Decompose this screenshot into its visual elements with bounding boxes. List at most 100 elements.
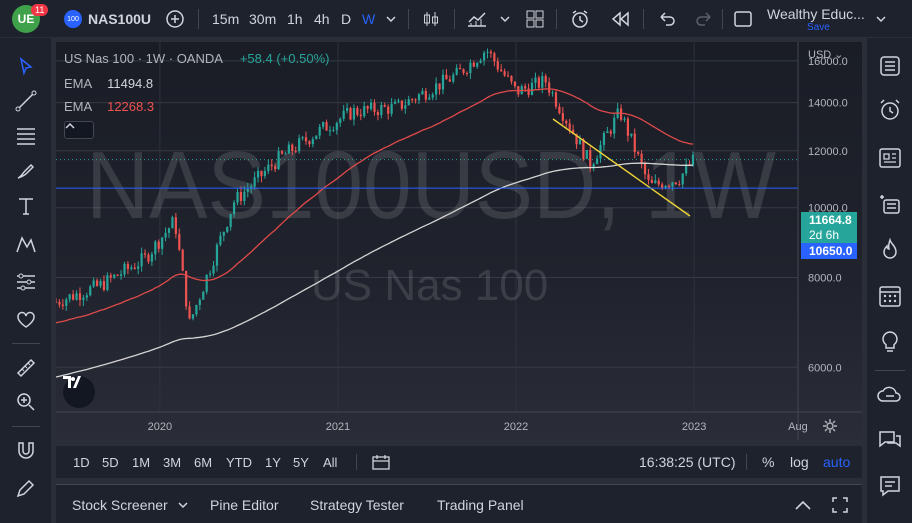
replay-button[interactable] [610,0,630,38]
calendar-button[interactable] [874,280,906,312]
zoom-in-icon [17,393,35,411]
measure-tool[interactable] [10,352,42,384]
undo-button[interactable] [657,0,677,38]
trendline-tool[interactable] [10,85,42,117]
news-button[interactable] [874,142,906,174]
notification-badge: 11 [31,4,49,16]
layout-dropdown[interactable] [876,0,886,38]
interval-dropdown[interactable] [386,0,396,38]
tab-stock-screener[interactable]: Stock Screener [72,485,188,523]
indicators-dropdown[interactable] [500,0,510,38]
text-tool[interactable] [10,190,42,222]
ema-slow-legend[interactable]: EMA 12268.3 [64,99,154,114]
interval-1h[interactable]: 1h [287,11,303,27]
candle-body [685,164,688,174]
candle-body [582,139,585,159]
redo-button[interactable] [694,0,714,38]
brush-tool[interactable] [10,155,42,187]
candle-body [78,293,82,301]
candle-body [205,274,208,292]
indicators-button[interactable] [466,0,488,38]
range-5d[interactable]: 5D [102,454,119,470]
zoom-tool[interactable] [10,386,42,418]
candle-body [496,61,499,70]
ruler-icon [16,358,36,378]
streams-button[interactable] [874,380,906,412]
interval-30m[interactable]: 30m [249,11,277,27]
fullscreen-select-button[interactable] [733,0,753,38]
watchlist-button[interactable] [874,50,906,82]
candle-body [202,291,205,300]
currency-selector[interactable]: USD ⌄ [808,49,844,61]
favorites-tool[interactable] [10,303,42,335]
help-button[interactable] [874,470,906,502]
interval-d[interactable]: D [341,11,352,27]
price-tick-label: 12000.0 [808,146,848,158]
candle-body [572,129,575,134]
time-tick-label: Aug [788,421,808,433]
fib-tool[interactable] [10,120,42,152]
data-window-button[interactable] [874,188,906,220]
collapse-panel-button[interactable] [794,485,812,523]
range-6m[interactable]: 6M [194,454,213,470]
pattern-tool[interactable] [10,228,42,260]
hotlists-button[interactable] [874,234,906,266]
collapse-legend-button[interactable] [64,121,94,139]
candle-body [476,62,479,67]
layouts-button[interactable] [525,0,545,38]
candle-body [455,67,458,75]
tradingview-logo[interactable] [63,376,95,408]
ideas-button[interactable] [874,326,906,358]
time-tick-label: 2020 [148,421,172,433]
candle-body [68,294,71,300]
tab-pine-editor[interactable]: Pine Editor [210,496,279,513]
candle-body [513,81,516,87]
candle-body [407,99,410,106]
range-3m[interactable]: 3M [163,454,182,470]
alerts-button[interactable] [874,94,906,126]
save-label: Save [807,21,830,33]
magnet-tool[interactable] [10,435,42,467]
ema-fast-legend[interactable]: EMA 11494.8 [64,76,153,91]
range-1d[interactable]: 1D [73,454,90,470]
tab-trading-panel[interactable]: Trading Panel [437,496,524,513]
chart-canvas[interactable]: NAS100USD, 1W US Nas 100 16000.014000.01… [56,42,862,440]
price-tick-label: 8000.0 [808,272,842,284]
candle-body [226,226,229,232]
stay-drawing-tool[interactable] [10,472,42,504]
layout-name-button[interactable]: Wealthy Educ... Save [767,0,865,38]
cursor-tool[interactable] [10,50,42,82]
clock-timezone[interactable]: 16:38:25 (UTC) [639,454,736,470]
range-1y[interactable]: 1Y [265,454,281,470]
auto-scale-toggle[interactable]: auto [823,454,851,470]
chart-type-button[interactable] [421,0,441,38]
interval-w[interactable]: W [362,11,376,27]
chart-pane[interactable]: NAS100USD, 1W US Nas 100 16000.0 14000.0 1… [56,42,862,440]
go-to-date-button[interactable] [372,446,390,478]
range-1m[interactable]: 1M [132,454,151,470]
percent-scale-toggle[interactable]: % [762,454,775,470]
range-all[interactable]: All [323,454,338,470]
prediction-icon [17,273,35,291]
chats-button[interactable] [874,424,906,456]
candle-body [209,273,212,275]
log-scale-toggle[interactable]: log [790,454,809,470]
interval-15m[interactable]: 15m [212,11,240,27]
right-widget-bar [866,38,912,523]
candle-body [578,139,582,145]
candle-body [294,151,297,153]
user-avatar[interactable]: UE 11 [12,0,49,38]
candle-body [58,301,61,305]
maximize-panel-button[interactable] [832,485,848,523]
alert-button[interactable] [570,0,592,38]
prediction-tool[interactable] [10,266,42,298]
compare-button[interactable] [165,0,185,38]
range-5y[interactable]: 5Y [293,454,309,470]
symbol-search[interactable]: 100 NAS100U [64,0,151,38]
chart-settings-button[interactable] [822,418,840,436]
tab-strategy-tester[interactable]: Strategy Tester [310,496,404,513]
candle-body [154,241,157,255]
interval-4h[interactable]: 4h [314,11,330,27]
legend-header[interactable]: US Nas 100 · 1W · OANDA +58.4 (+0.50%) [64,51,329,66]
range-ytd[interactable]: YTD [226,454,252,470]
